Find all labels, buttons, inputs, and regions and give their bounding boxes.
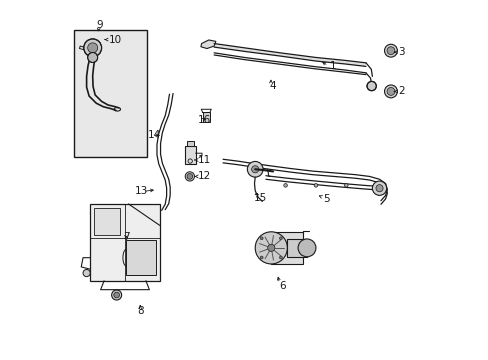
Circle shape [344, 184, 347, 187]
Circle shape [384, 44, 397, 57]
Polygon shape [315, 58, 344, 64]
Circle shape [267, 244, 274, 251]
Text: 14: 14 [147, 130, 160, 140]
Circle shape [372, 181, 386, 195]
Circle shape [386, 87, 394, 95]
Circle shape [283, 184, 287, 187]
Circle shape [186, 174, 192, 179]
Text: 8: 8 [137, 306, 143, 316]
Text: 11: 11 [198, 155, 211, 165]
Bar [203, 112, 209, 122]
Circle shape [111, 290, 122, 300]
Text: 7: 7 [123, 232, 129, 242]
Text: 16: 16 [197, 115, 210, 125]
Text: 13: 13 [134, 186, 147, 197]
Circle shape [83, 39, 102, 57]
Text: 12: 12 [198, 171, 211, 181]
Circle shape [260, 237, 263, 240]
Circle shape [247, 161, 263, 177]
Bar [287, 239, 306, 257]
Bar [184, 146, 195, 164]
Circle shape [298, 239, 315, 257]
Polygon shape [201, 40, 216, 49]
Circle shape [87, 43, 98, 53]
Text: 15: 15 [253, 193, 266, 203]
Text: 10: 10 [108, 35, 122, 45]
Polygon shape [344, 60, 365, 66]
Circle shape [114, 292, 119, 298]
Polygon shape [280, 53, 315, 61]
Text: 9: 9 [96, 19, 102, 30]
Bar [186, 141, 193, 146]
Bar [94, 208, 120, 235]
Text: 6: 6 [279, 282, 285, 292]
Text: 4: 4 [269, 81, 276, 91]
Text: 3: 3 [397, 47, 404, 57]
Bar [90, 204, 160, 281]
Circle shape [375, 185, 382, 192]
Circle shape [87, 53, 98, 63]
Circle shape [384, 85, 397, 98]
Bar [74, 30, 147, 157]
Circle shape [279, 256, 282, 259]
Circle shape [255, 232, 287, 264]
Bar [126, 240, 155, 275]
Circle shape [185, 172, 194, 181]
Circle shape [386, 47, 394, 55]
Circle shape [366, 81, 376, 91]
Text: 1: 1 [329, 61, 335, 71]
Circle shape [260, 256, 263, 259]
Text: 5: 5 [323, 194, 329, 203]
Text: 2: 2 [397, 86, 404, 96]
Polygon shape [214, 44, 244, 51]
Bar [271, 232, 303, 264]
Circle shape [313, 184, 317, 187]
Circle shape [279, 237, 282, 240]
Circle shape [251, 166, 258, 173]
Polygon shape [244, 48, 280, 56]
Circle shape [83, 270, 90, 276]
